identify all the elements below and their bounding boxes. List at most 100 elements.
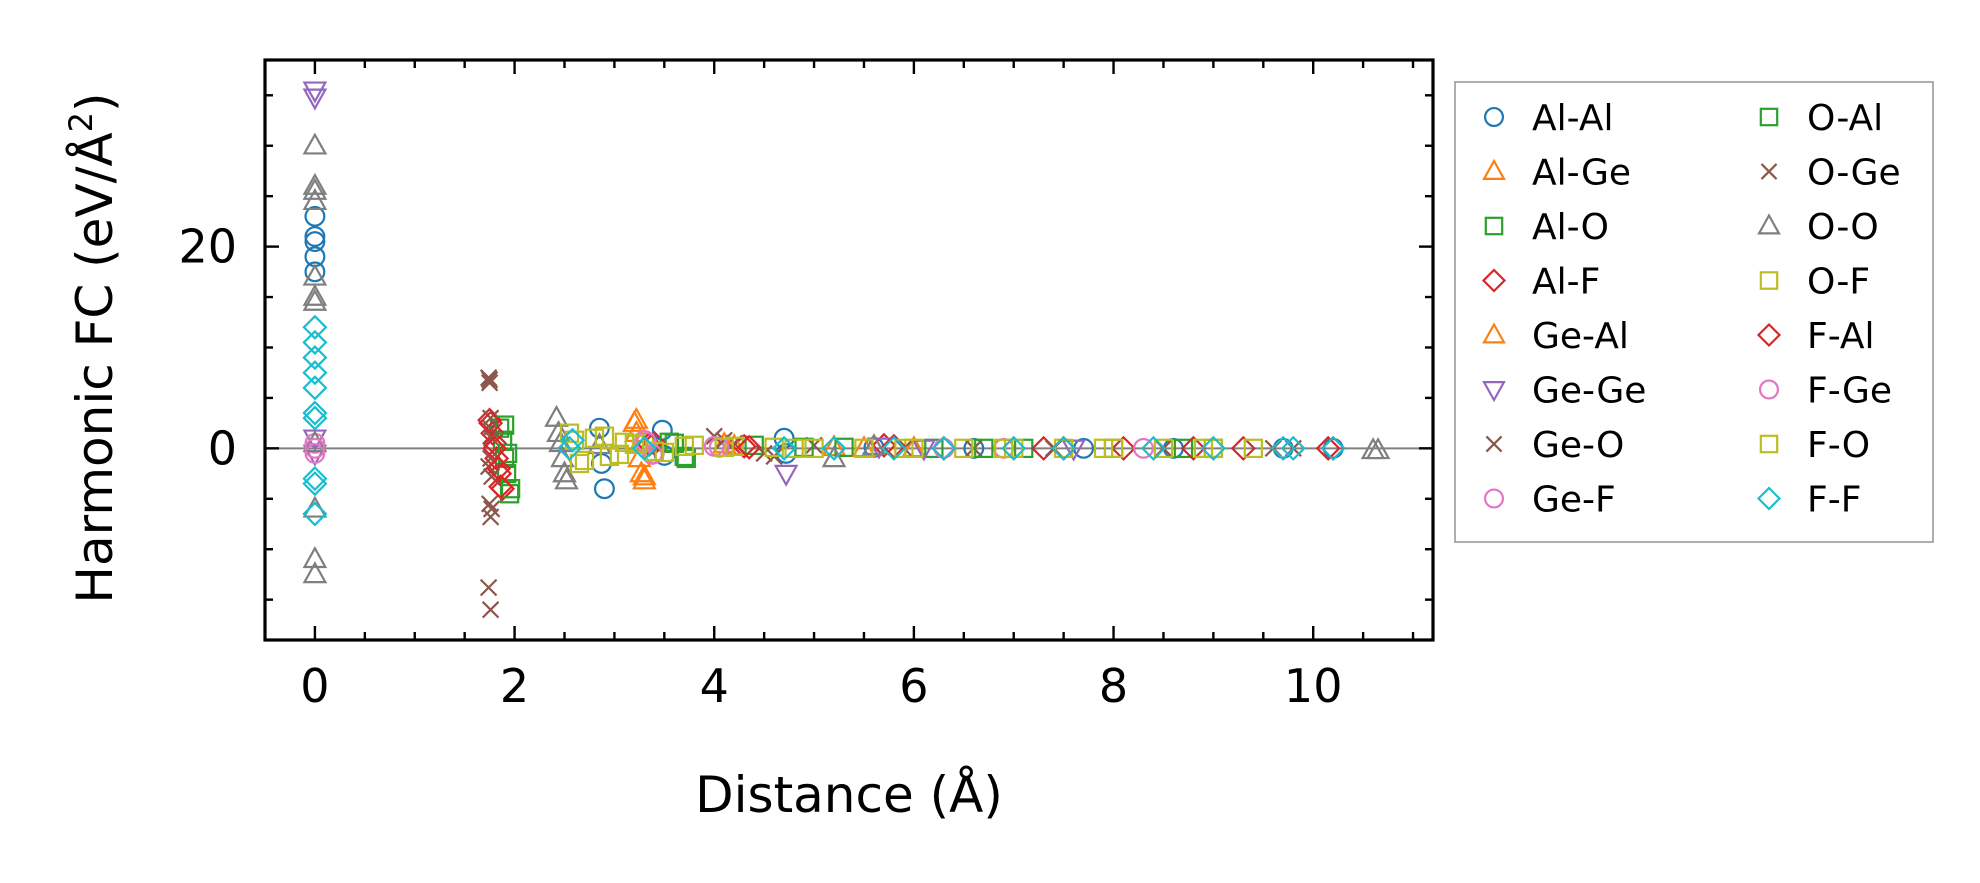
data-point — [488, 474, 514, 500]
data-point — [302, 400, 328, 426]
data-point — [480, 374, 499, 392]
x-tick-label: 8 — [1099, 659, 1128, 713]
data-point — [624, 434, 645, 454]
data-point — [500, 479, 521, 499]
data-point — [1180, 435, 1206, 461]
data-point — [974, 438, 994, 459]
data-point — [559, 427, 586, 453]
data-point — [302, 345, 328, 371]
legend-marker — [1760, 163, 1778, 180]
data-point — [304, 437, 326, 459]
legend-label: Al-Ge — [1532, 153, 1631, 194]
data-point — [724, 436, 744, 457]
y-axis-label-superscript: 2 — [62, 112, 100, 132]
data-point — [821, 445, 847, 468]
data-point — [480, 371, 499, 389]
axis-ticks: 0 2 4 6 8 10 0 20 — [178, 60, 1433, 713]
data-point — [482, 500, 501, 518]
data-point — [821, 434, 847, 457]
legend-label: O-Al — [1807, 98, 1883, 139]
x-tick-label: 0 — [300, 659, 329, 713]
data-point — [632, 463, 657, 486]
legend-label: Ge-Al — [1532, 316, 1629, 357]
y-tick-label: 0 — [208, 421, 237, 475]
data-point — [594, 426, 615, 446]
legend-label: O-F — [1807, 262, 1870, 303]
y-tick-label: 20 — [178, 220, 237, 274]
data-point — [1280, 435, 1306, 461]
legend-marker — [1482, 381, 1506, 403]
data-point — [482, 467, 501, 486]
legend-marker — [1483, 488, 1505, 509]
data-point — [574, 450, 595, 471]
data-point — [881, 435, 907, 461]
legend-marker — [1481, 268, 1507, 293]
x-tick-label: 10 — [1284, 659, 1343, 713]
data-point — [481, 419, 500, 437]
legend-marker — [1482, 322, 1506, 344]
data-point — [614, 432, 635, 452]
data-point — [304, 261, 326, 283]
data-point — [302, 177, 328, 200]
data-point — [1051, 435, 1077, 461]
data-point — [644, 441, 665, 462]
data-point — [632, 467, 657, 490]
data-point — [1230, 435, 1256, 461]
data-point — [834, 437, 854, 458]
data-point — [302, 132, 328, 155]
legend-label: Al-Al — [1532, 98, 1613, 139]
legend-marker — [1485, 435, 1503, 453]
legend-marker — [1758, 379, 1780, 400]
data-point — [624, 406, 649, 429]
data-point — [479, 578, 498, 597]
data-point — [302, 314, 328, 340]
x-tick-label: 6 — [899, 659, 928, 713]
data-point — [497, 443, 518, 464]
data-point — [994, 438, 1014, 459]
data-point — [609, 444, 630, 465]
data-point — [881, 433, 907, 459]
data-point — [478, 410, 504, 436]
data-point — [1053, 438, 1074, 459]
legend-label: F-O — [1807, 425, 1870, 466]
data-point — [674, 446, 694, 467]
legend-label: Ge-Ge — [1532, 371, 1646, 412]
data-point — [684, 435, 704, 456]
data-point — [784, 438, 804, 459]
data-point — [302, 405, 328, 431]
data-markers — [302, 81, 1391, 619]
data-point — [559, 423, 580, 443]
data-point — [821, 435, 847, 461]
legend-label: O-O — [1807, 207, 1879, 248]
data-point — [771, 435, 797, 461]
data-point — [302, 81, 328, 104]
plot-frame — [263, 58, 1435, 642]
data-point — [304, 226, 326, 247]
legend-label: F-F — [1807, 480, 1861, 521]
data-point — [302, 329, 328, 355]
data-point — [894, 438, 914, 459]
data-point — [736, 434, 762, 460]
legend-label: O-Ge — [1807, 153, 1901, 194]
data-point — [302, 288, 328, 311]
data-point — [654, 442, 674, 463]
data-point — [302, 561, 328, 584]
data-point — [584, 428, 605, 448]
data-point — [302, 471, 328, 497]
data-point — [302, 495, 328, 518]
data-point — [481, 601, 500, 619]
data-point — [1270, 435, 1296, 461]
legend-marker — [1756, 486, 1782, 511]
data-point — [593, 478, 615, 500]
data-point — [302, 88, 328, 111]
data-point — [587, 432, 612, 455]
data-point — [546, 419, 571, 443]
data-point — [1140, 435, 1167, 461]
data-point — [1173, 438, 1194, 459]
data-point — [304, 442, 326, 464]
data-point — [302, 360, 328, 386]
data-point — [674, 436, 694, 457]
data-point — [1133, 437, 1154, 459]
data-point — [302, 187, 328, 211]
data-point — [1193, 438, 1214, 459]
